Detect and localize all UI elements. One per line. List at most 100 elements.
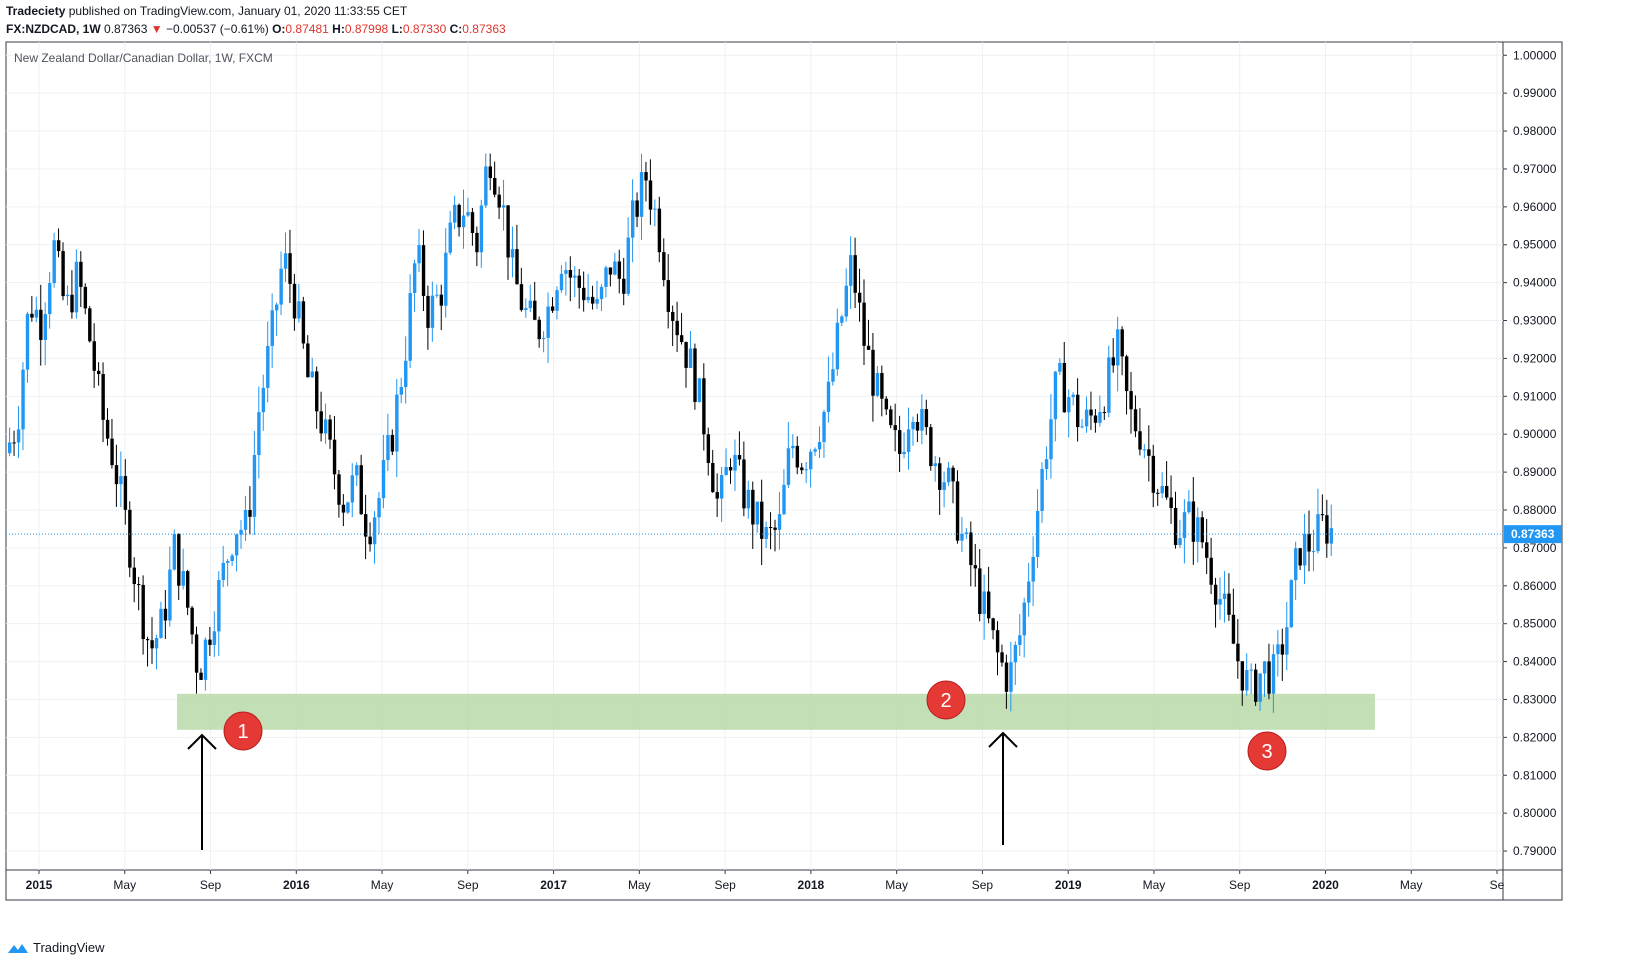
candle-body <box>221 562 225 581</box>
candle-body <box>56 240 61 252</box>
candle-body <box>453 204 457 223</box>
candle-body <box>346 502 350 513</box>
candle-body <box>608 267 613 275</box>
tradingview-logo-icon <box>8 943 28 953</box>
candle-body <box>21 369 25 430</box>
y-tick-label: 0.85000 <box>1513 617 1557 631</box>
y-tick-label: 1.00000 <box>1513 48 1557 62</box>
y-tick-label: 0.86000 <box>1513 579 1557 593</box>
annotation-badge-label: 2 <box>940 690 951 712</box>
y-tick-label: 0.80000 <box>1513 806 1557 820</box>
chart-title: New Zealand Dollar/Canadian Dollar, 1W, … <box>14 51 273 65</box>
candle-body <box>1058 363 1062 372</box>
arrow-up-1-icon-head <box>187 733 217 750</box>
y-tick-label: 0.89000 <box>1513 465 1557 479</box>
candle-body <box>862 302 866 346</box>
candle-body <box>1124 356 1129 392</box>
candle-body <box>1222 593 1227 600</box>
candle-body <box>1178 538 1182 546</box>
candle-body <box>1009 662 1013 692</box>
candle-body <box>97 370 101 375</box>
candle-body <box>577 275 581 288</box>
candle-body <box>1262 661 1267 674</box>
candle-body <box>751 489 755 525</box>
candle-body <box>1040 468 1044 512</box>
candle-body <box>74 261 79 313</box>
candle-body <box>230 555 234 561</box>
candle-body <box>644 172 648 181</box>
candle-body <box>292 283 297 319</box>
candle-body <box>25 313 30 370</box>
candle-body <box>226 560 230 563</box>
x-tick-label: 2017 <box>540 878 567 892</box>
candle-body <box>884 398 889 410</box>
candle-body <box>1182 512 1187 539</box>
candle-body <box>48 283 52 315</box>
candle-body <box>412 263 417 294</box>
candle-body <box>65 294 70 297</box>
support-zone <box>177 693 1375 730</box>
candle-body <box>924 409 929 428</box>
candle-body <box>1231 614 1236 644</box>
candle-body <box>662 252 666 281</box>
candle-body <box>791 445 795 449</box>
candle-body <box>1102 412 1107 414</box>
open-value: 0.87481 <box>285 22 329 36</box>
x-tick-label: Se <box>1490 878 1505 892</box>
tradingview-footer[interactable]: TradingView <box>7 940 105 955</box>
candle-body <box>1173 507 1178 546</box>
candle-body <box>488 166 492 179</box>
candle-body <box>1298 548 1302 566</box>
candle-body <box>840 316 844 323</box>
candle-body <box>257 412 261 455</box>
candle-body <box>831 369 835 382</box>
y-tick-label: 0.88000 <box>1513 503 1557 517</box>
candle-body <box>1160 485 1164 494</box>
candle-body <box>795 445 800 468</box>
candle-body <box>1205 542 1209 558</box>
candle-body <box>159 608 163 638</box>
change-down-icon: ▼ <box>150 22 163 36</box>
candle-body <box>938 463 942 490</box>
candle-body <box>697 378 702 402</box>
candle-body <box>301 301 306 344</box>
candle-body <box>528 300 533 309</box>
candle-body <box>755 501 759 525</box>
candle-body <box>105 419 110 439</box>
candle-body <box>1098 412 1102 423</box>
candle-body <box>942 482 946 490</box>
y-tick-label: 0.83000 <box>1513 692 1557 706</box>
candle-body <box>760 501 764 539</box>
candle-body <box>550 306 555 311</box>
candle-body <box>177 533 181 586</box>
candle-body <box>671 311 675 321</box>
x-tick-label: 2015 <box>26 878 53 892</box>
candle-body <box>248 510 252 517</box>
candle-body <box>1027 581 1031 603</box>
candle-body <box>501 205 506 208</box>
candle-body <box>1089 409 1093 416</box>
candle-body <box>234 534 239 556</box>
candle-body <box>987 591 991 619</box>
x-tick-label: May <box>371 878 394 892</box>
x-tick-label: May <box>1143 878 1166 892</box>
candle-body <box>444 252 448 306</box>
candle-body <box>493 178 497 195</box>
candle-body <box>929 427 933 467</box>
candle-body <box>1022 602 1026 636</box>
annotation-badge-1 <box>223 711 263 751</box>
y-tick-label: 0.98000 <box>1513 124 1557 138</box>
candle-body <box>849 255 853 286</box>
candle-body <box>408 293 412 361</box>
candle-body <box>933 463 937 467</box>
candle-body <box>590 296 595 304</box>
candle-body <box>484 166 488 206</box>
high-label: H: <box>332 22 345 36</box>
candle-body <box>217 580 221 632</box>
publisher-name[interactable]: Tradeciety <box>6 4 66 18</box>
candle-body <box>1067 397 1071 413</box>
candle-body <box>1289 580 1293 628</box>
candle-body <box>323 419 328 434</box>
candle-body <box>1169 497 1173 508</box>
